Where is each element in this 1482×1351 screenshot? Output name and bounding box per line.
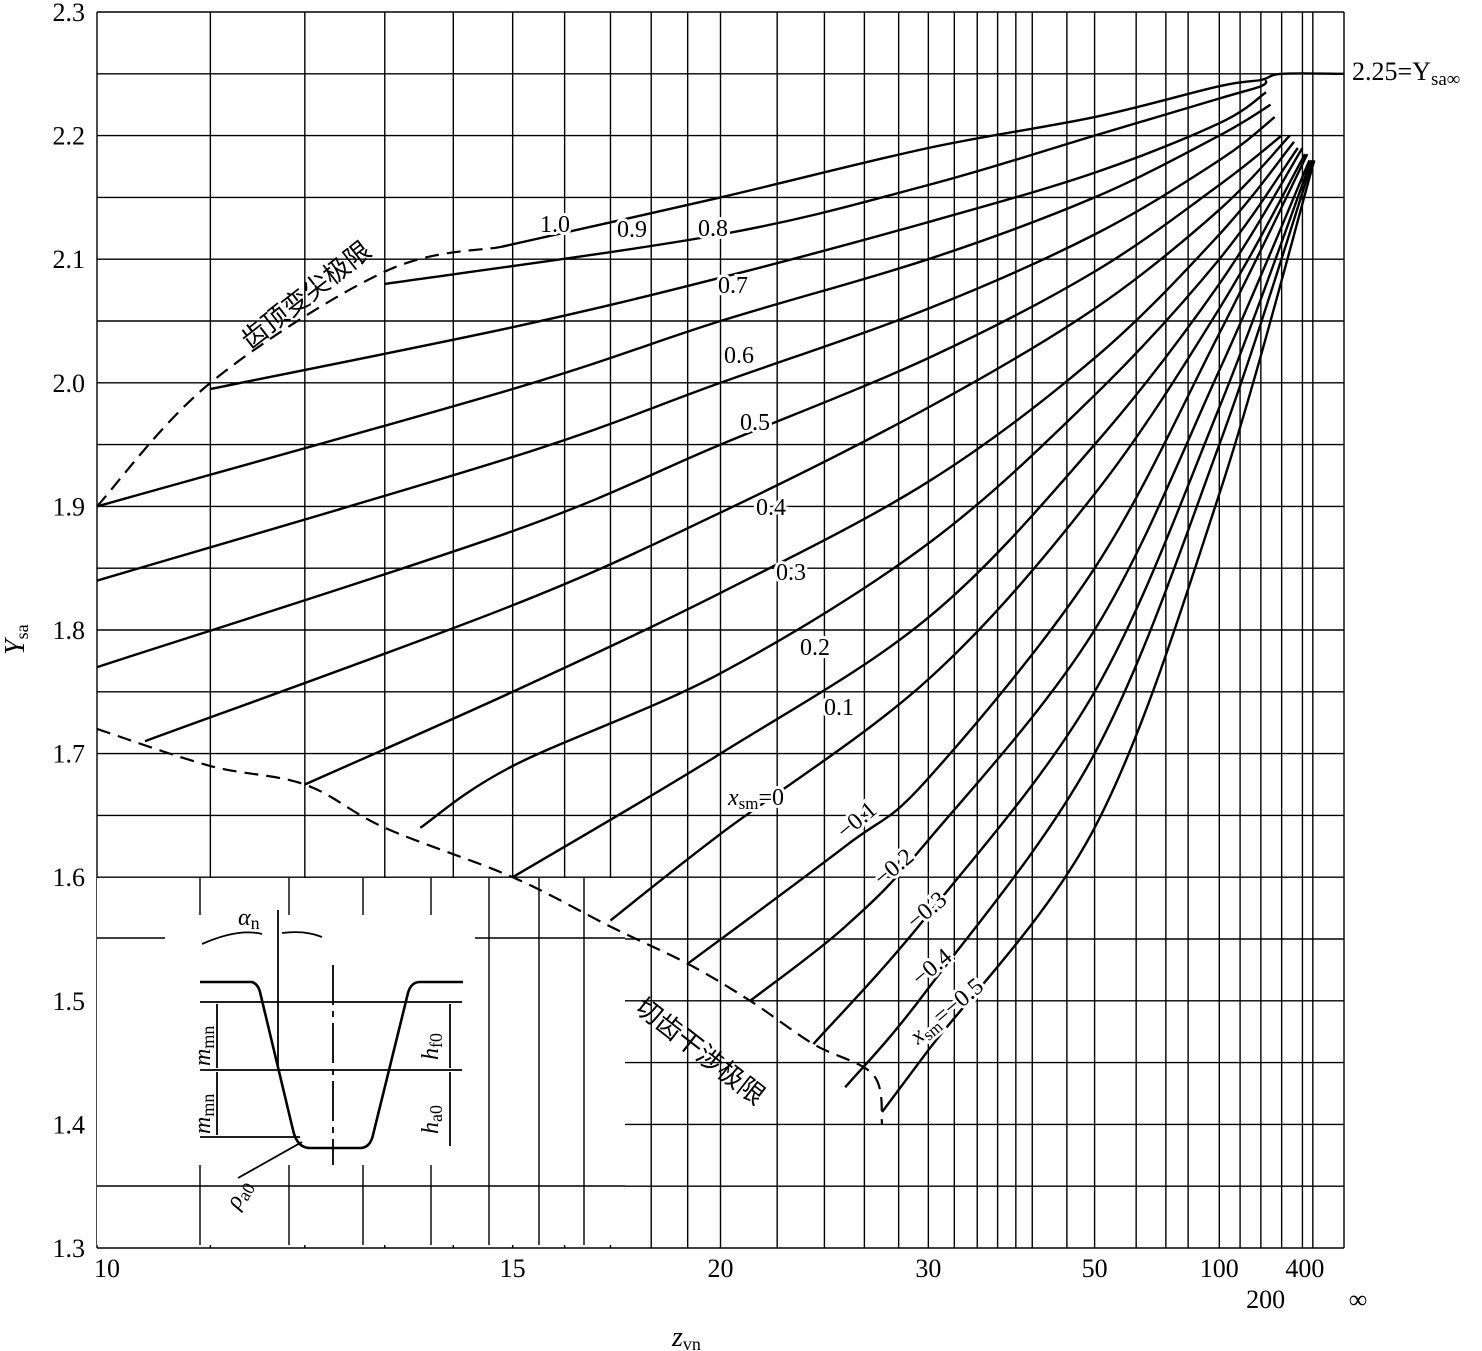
series-label-0_5: 0.5 [740, 410, 770, 436]
series-line-0_1 [512, 147, 1304, 879]
series-line--0_3 [812, 159, 1313, 1045]
x-tick-label: 100 [1200, 1254, 1239, 1283]
y-tick-label: 1.9 [53, 492, 86, 521]
series-label-0_1: 0.1 [824, 695, 854, 721]
x-tick-label: 50 [1082, 1254, 1108, 1283]
y-tick-label: 2.1 [53, 245, 86, 274]
y-axis-title: Ysa [0, 624, 32, 655]
h-f0-label: hf0 [418, 1033, 446, 1060]
series-line-0_6 [96, 116, 1276, 582]
x-tick-label: ∞ [1349, 1285, 1368, 1314]
series-label--0_1: −0.1 [832, 797, 882, 845]
y-tick-label: 2.2 [53, 122, 86, 151]
series-label-0_8: 0.8 [698, 216, 728, 242]
series-label-0_3: 0.3 [776, 560, 806, 586]
asymptote-label: 2.25=Ysa∞ [1352, 57, 1460, 90]
y-tick-label: 2.3 [53, 0, 86, 27]
y-tick-label: 1.6 [53, 863, 86, 892]
x-tick-label: 20 [708, 1254, 734, 1283]
m-mn-upper-label: mmn [190, 1026, 218, 1066]
y-tick-label: 1.5 [53, 987, 86, 1016]
series-label-0_7: 0.7 [718, 273, 748, 299]
series-line--0_1 [686, 153, 1309, 965]
y-tick-label: 1.8 [53, 616, 86, 645]
series-line-0_4 [144, 134, 1291, 743]
m-mn-lower-label: mmn [190, 1094, 218, 1134]
y-tick-label: 1.4 [53, 1110, 86, 1139]
h-a0-label: ha0 [418, 1105, 446, 1134]
series-line-1_0 [501, 72, 1345, 248]
x-tick-label: 15 [500, 1254, 526, 1283]
series-line--0_4 [844, 159, 1314, 1089]
series-line--0_2 [749, 159, 1311, 1002]
axis-ticks: 1.3 1.4 1.5 1.6 1.7 1.8 1.9 2.0 2.1 2.2 2.3 10 15 20 3… [53, 0, 1368, 1314]
series-line-0_2 [419, 147, 1299, 829]
series-line-0_5 [96, 134, 1283, 669]
series-label--0_4: −0.4 [907, 944, 957, 992]
y-tick-label: 1.3 [53, 1234, 86, 1263]
undercut-limit-label: 切齿干涉极限 [629, 992, 770, 1111]
tip-limit-line [96, 245, 502, 508]
series-line--0_5 [881, 159, 1316, 1113]
series-label-0_9: 0.9 [617, 217, 647, 243]
rack-profile-inset: αn mmn mmn hf0 ha0 ρa0 [97, 878, 625, 1245]
series-line-0 [609, 153, 1307, 922]
limit-curves [96, 245, 884, 1125]
series-label-0_6: 0.6 [724, 343, 754, 369]
y-tick-label: 2.0 [53, 369, 86, 398]
undercut-limit-line [96, 727, 884, 1125]
series-line-0_9 [384, 79, 1268, 286]
xsm-curves [96, 72, 1345, 1113]
series-label-1_0: 1.0 [540, 212, 570, 238]
series-label-0: xsm=0 [727, 785, 784, 813]
series-line-0_8 [210, 91, 1267, 391]
x-tick-label: 400 [1285, 1254, 1324, 1283]
series-line-0_3 [304, 141, 1296, 786]
x-tick-label: 200 [1246, 1285, 1285, 1314]
y-tick-label: 1.7 [53, 740, 86, 769]
series-line-0_7 [96, 103, 1272, 508]
alpha-n-label: αn [238, 905, 260, 933]
x-axis-title: zvn [671, 1322, 701, 1351]
x-tick-label: 10 [94, 1254, 120, 1283]
x-tick-label: 30 [915, 1254, 941, 1283]
series-label-0_4: 0.4 [756, 495, 786, 521]
series-label--0_2: −0.2 [869, 844, 919, 892]
tip-limit-label: 齿顶变尖极限 [236, 236, 377, 355]
series-label-0_2: 0.2 [800, 635, 830, 661]
